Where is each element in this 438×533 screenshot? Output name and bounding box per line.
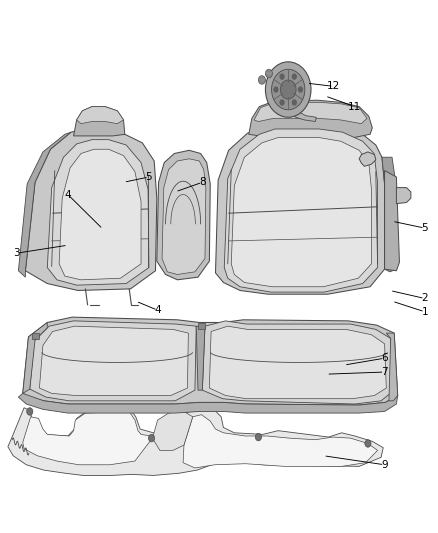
Polygon shape [231,138,371,287]
Text: 5: 5 [421,223,428,233]
Polygon shape [39,326,188,395]
Polygon shape [8,408,383,475]
Polygon shape [215,124,385,294]
Polygon shape [249,100,372,139]
Text: 3: 3 [13,248,20,258]
Polygon shape [396,188,411,204]
Text: 8: 8 [199,177,206,187]
Circle shape [272,69,305,110]
Text: 1: 1 [421,307,428,317]
Circle shape [258,76,265,84]
Text: 9: 9 [381,460,388,470]
Polygon shape [23,322,47,393]
Polygon shape [386,333,398,401]
Polygon shape [359,152,376,166]
Text: 5: 5 [145,172,152,182]
Circle shape [298,86,303,93]
Polygon shape [183,415,378,468]
Polygon shape [254,102,367,124]
Circle shape [279,99,285,106]
Text: 7: 7 [381,367,388,377]
Text: 12: 12 [327,82,340,91]
Text: 6: 6 [381,353,388,363]
Circle shape [279,74,285,80]
Polygon shape [74,107,125,136]
Circle shape [273,86,279,93]
Polygon shape [382,157,396,272]
Circle shape [365,440,371,447]
Polygon shape [196,326,205,390]
Circle shape [265,62,311,117]
Text: 2: 2 [421,294,428,303]
Circle shape [292,74,297,80]
Polygon shape [157,150,210,280]
Bar [198,323,205,329]
Circle shape [292,99,297,106]
Circle shape [255,433,261,441]
Polygon shape [77,107,124,124]
Polygon shape [152,411,193,450]
Polygon shape [23,411,152,465]
Polygon shape [23,317,398,405]
Text: 11: 11 [348,102,361,111]
Polygon shape [202,321,394,404]
Bar [32,333,39,339]
Text: 4: 4 [64,190,71,199]
Polygon shape [18,393,398,413]
Polygon shape [209,326,386,399]
Polygon shape [288,102,316,122]
Polygon shape [224,129,378,292]
Polygon shape [59,149,141,280]
Circle shape [148,434,155,442]
Polygon shape [162,159,206,274]
Circle shape [280,80,296,99]
Polygon shape [25,129,157,290]
Text: 4: 4 [154,305,161,315]
Polygon shape [385,171,399,271]
Polygon shape [47,140,149,285]
Polygon shape [18,132,71,277]
Polygon shape [30,321,196,401]
Circle shape [27,408,33,415]
Circle shape [265,69,272,78]
